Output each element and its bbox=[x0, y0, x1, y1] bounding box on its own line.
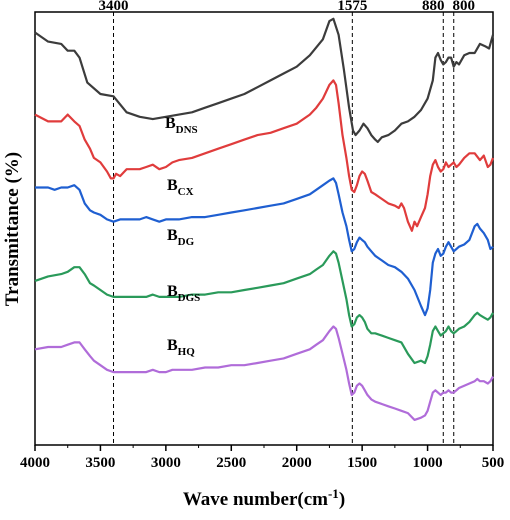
y-axis-title: Transmittance (%) bbox=[2, 152, 23, 306]
reference-label-1575: 1575 bbox=[337, 0, 367, 14]
series-label-dns: BDNS bbox=[165, 115, 198, 136]
series-label-dg: BDG bbox=[167, 227, 195, 248]
series-line-dns bbox=[34, 17, 495, 143]
x-tick-label-1500: 1500 bbox=[347, 455, 377, 471]
reference-label-3400: 3400 bbox=[99, 0, 129, 14]
x-axis: 4000 3500 3000 2500 2000 1500 1000 500 bbox=[20, 445, 504, 471]
series-label-cx: BCX bbox=[167, 177, 194, 198]
x-tick-label-3500: 3500 bbox=[85, 455, 115, 471]
x-tick-label-2500: 2500 bbox=[216, 455, 246, 471]
x-tick-label-500: 500 bbox=[482, 455, 505, 471]
x-tick-label-3000: 3000 bbox=[151, 455, 181, 471]
x-axis-title: Wave number(cm-1) bbox=[183, 486, 345, 510]
series-line-hq bbox=[34, 325, 494, 421]
x-tick-label-2000: 2000 bbox=[282, 455, 312, 471]
series-line-dg bbox=[35, 177, 494, 317]
series-group bbox=[34, 17, 495, 421]
series-label-hq: BHQ bbox=[167, 337, 195, 358]
reference-label-800: 800 bbox=[452, 0, 475, 14]
x-tick-label-1000: 1000 bbox=[413, 455, 443, 471]
x-tick-label-4000: 4000 bbox=[20, 455, 50, 471]
reference-label-880: 880 bbox=[422, 0, 445, 14]
plot-frame bbox=[34, 11, 494, 446]
series-line-dgs bbox=[34, 250, 494, 365]
series-line-cx bbox=[34, 79, 495, 232]
series-labels: BDNS BCX BDG BDGS BHQ bbox=[165, 115, 200, 358]
series-label-dgs: BDGS bbox=[167, 283, 200, 304]
